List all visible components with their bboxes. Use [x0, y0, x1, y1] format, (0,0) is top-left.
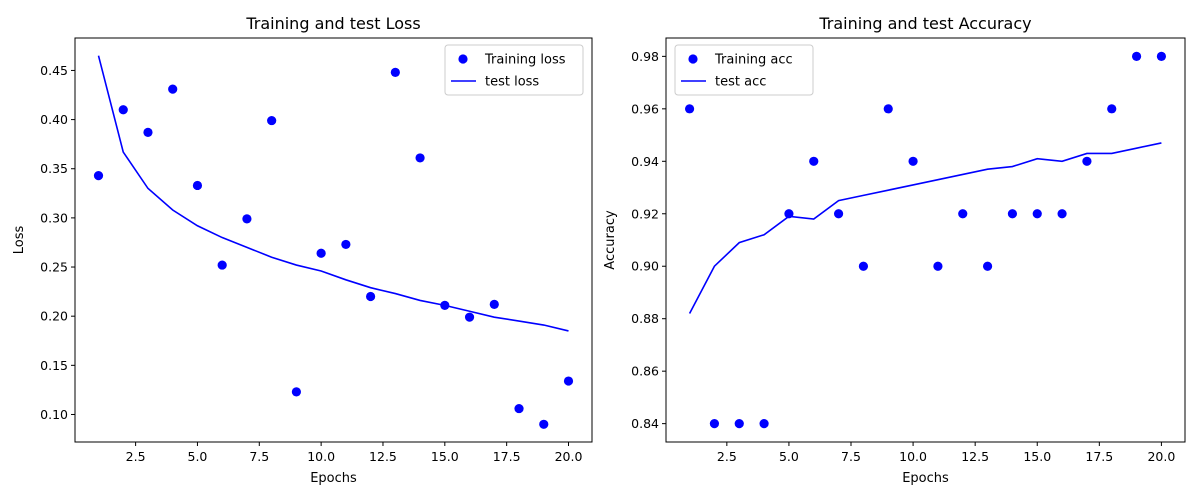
data-point [685, 104, 694, 113]
plot-frame [75, 38, 592, 442]
y-tick-label: 0.94 [631, 154, 659, 169]
loss-chart: Training and test Loss 2.5 5.0 7.5 10.0 12.5 1… [12, 14, 592, 486]
chart-title: Training and test Accuracy [818, 14, 1031, 33]
data-point [168, 85, 177, 94]
y-tick-label: 0.84 [631, 416, 659, 431]
x-tick-label: 20.0 [1147, 449, 1175, 464]
data-point [1132, 52, 1141, 61]
data-point [391, 68, 400, 77]
data-point [465, 313, 474, 322]
data-point [341, 240, 350, 249]
series-line [99, 56, 569, 331]
x-tick-label: 2.5 [717, 449, 737, 464]
x-tick-label: 5.0 [188, 449, 208, 464]
legend-entry: test loss [485, 75, 539, 90]
series-line [690, 143, 1162, 314]
data-point [735, 419, 744, 428]
x-axis-label: Epochs [310, 471, 357, 486]
y-axis-label: Accuracy [603, 210, 618, 270]
data-point [94, 171, 103, 180]
legend-entry: Training acc [714, 53, 793, 68]
data-point [490, 300, 499, 309]
data-point [859, 262, 868, 271]
x-tick-label: 10.0 [899, 449, 927, 464]
y-axis-label: Loss [12, 226, 27, 255]
y-tick-label: 0.98 [631, 49, 659, 64]
x-tick-label: 15.0 [431, 449, 459, 464]
legend-marker-swatch [458, 54, 467, 63]
accuracy-chart: Training and test Accuracy 2.5 5.0 7.5 10.0 1… [603, 14, 1185, 486]
data-point [1008, 209, 1017, 218]
data-point [366, 292, 375, 301]
data-point [317, 249, 326, 258]
data-point [759, 419, 768, 428]
x-tick-label: 12.5 [961, 449, 989, 464]
legend-entry: test acc [715, 75, 766, 90]
data-point [564, 376, 573, 385]
data-point [292, 387, 301, 396]
data-point [884, 104, 893, 113]
chart-title: Training and test Loss [245, 14, 420, 33]
x-tick-label: 17.5 [1085, 449, 1113, 464]
x-tick-label: 15.0 [1023, 449, 1051, 464]
x-tick-label: 10.0 [307, 449, 335, 464]
data-point [415, 153, 424, 162]
data-point [1033, 209, 1042, 218]
y-tick-label: 0.15 [40, 358, 68, 373]
y-tick-label: 0.92 [631, 206, 659, 221]
x-tick-label: 7.5 [249, 449, 269, 464]
y-tick-label: 0.20 [40, 309, 68, 324]
data-point [834, 209, 843, 218]
data-point [242, 214, 251, 223]
y-tick-label: 0.30 [40, 210, 68, 225]
x-tick-label: 2.5 [126, 449, 146, 464]
data-point [218, 260, 227, 269]
data-point [1107, 104, 1116, 113]
plot-frame [666, 38, 1185, 442]
x-tick-label: 7.5 [841, 449, 861, 464]
data-point [119, 105, 128, 114]
y-tick-label: 0.96 [631, 101, 659, 116]
data-point [143, 128, 152, 137]
legend-entry: Training loss [484, 53, 566, 68]
data-point [514, 404, 523, 413]
data-point [1157, 52, 1166, 61]
data-point [1082, 157, 1091, 166]
x-tick-label: 20.0 [555, 449, 583, 464]
data-point [958, 209, 967, 218]
y-tick-label: 0.10 [40, 407, 68, 422]
y-tick-label: 0.86 [631, 364, 659, 379]
data-point [193, 181, 202, 190]
x-axis-label: Epochs [902, 471, 949, 486]
data-point [983, 262, 992, 271]
x-tick-label: 17.5 [493, 449, 521, 464]
y-tick-label: 0.40 [40, 112, 68, 127]
y-tick-label: 0.45 [40, 63, 68, 78]
data-point [933, 262, 942, 271]
y-tick-label: 0.90 [631, 259, 659, 274]
data-point [710, 419, 719, 428]
x-tick-label: 12.5 [369, 449, 397, 464]
data-point [539, 420, 548, 429]
data-point [267, 116, 276, 125]
data-point [1057, 209, 1066, 218]
y-tick-label: 0.35 [40, 161, 68, 176]
y-tick-label: 0.88 [631, 311, 659, 326]
data-point [908, 157, 917, 166]
x-tick-label: 5.0 [779, 449, 799, 464]
data-point [809, 157, 818, 166]
y-tick-label: 0.25 [40, 260, 68, 275]
legend-marker-swatch [688, 54, 697, 63]
